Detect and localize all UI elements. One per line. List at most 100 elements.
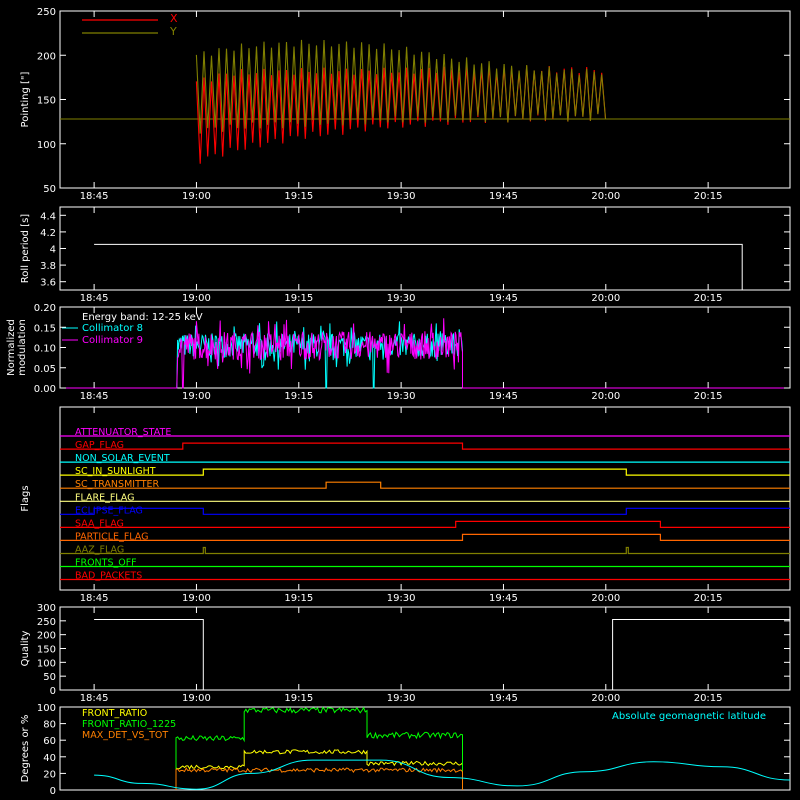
flag-label-gap-flag: GAP_FLAG (75, 440, 124, 451)
panel-frame-5 (59, 706, 791, 791)
x-tick-label-3-4: 19:45 (489, 593, 518, 604)
ratio-trace-2 (175, 767, 463, 790)
panel-frame-1 (59, 206, 791, 291)
y-tick-label-5-4: 80 (43, 720, 56, 731)
x-tick-label-0-4: 19:45 (489, 191, 518, 202)
y-tick-label-0-0: 50 (43, 184, 56, 195)
y-tick-label-0-1: 100 (37, 140, 56, 151)
x-tick-label-2-5: 20:00 (591, 391, 620, 402)
x-tick-label-0-1: 19:00 (182, 191, 211, 202)
geomagnetic-latitude-annotation: Absolute geomagnetic latitude (612, 711, 766, 722)
x-tick-label-3-3: 19:30 (387, 593, 416, 604)
y-tick-label-5-2: 40 (43, 753, 56, 764)
x-tick-label-0-6: 20:15 (694, 191, 723, 202)
y-axis-label-line: Flags (20, 485, 31, 511)
y-axis-label-line: Pointing ["] (20, 71, 31, 127)
x-tick-label-0-0: 18:45 (80, 191, 109, 202)
y-tick-label-4-5: 250 (37, 617, 56, 628)
quality-trace (94, 619, 790, 691)
y-tick-label-1-1: 3.8 (40, 261, 56, 272)
y-tick-label-1-4: 4.4 (40, 211, 56, 222)
flag-trace-sc-transmitter (60, 481, 790, 489)
x-tick-label-3-5: 20:00 (591, 593, 620, 604)
flag-label-aaz-flag: AAZ_FLAG (75, 544, 124, 555)
y-axis-label-line: Quality (20, 631, 31, 667)
energy-band-annotation: Energy band: 12-25 keV (82, 312, 203, 323)
flag-label-attenuator-state: ATTENUATOR_STATE (75, 427, 171, 438)
x-tick-label-4-2: 19:15 (284, 693, 313, 704)
x-tick-label-1-6: 20:15 (694, 293, 723, 304)
flag-label-fronts-off: FRONTS_OFF (75, 558, 137, 569)
ratio-legend-label-0: FRONT_RATIO (82, 708, 147, 719)
x-tick-label-2-2: 19:15 (284, 391, 313, 402)
flag-trace-aaz-flag (60, 546, 790, 555)
x-tick-label-3-0: 18:45 (80, 593, 109, 604)
modulation-legend-label-1: Collimator 9 (82, 335, 143, 346)
x-tick-label-1-2: 19:15 (284, 293, 313, 304)
flag-label-sc-in-sunlight: SC_IN_SUNLIGHT (75, 466, 156, 477)
flag-label-flare-flag: FLARE_FLAG (75, 492, 135, 503)
flag-trace-eclipse-flag (60, 507, 790, 515)
ratio-legend-label-2: MAX_DET_VS_TOT (82, 730, 168, 741)
y-tick-label-4-3: 150 (37, 645, 56, 656)
x-tick-label-2-3: 19:30 (387, 391, 416, 402)
x-tick-label-0-2: 19:15 (284, 191, 313, 202)
roll-period-trace (94, 243, 743, 290)
y-tick-label-5-1: 20 (43, 769, 56, 780)
y-tick-label-5-0: 0 (50, 786, 56, 797)
x-tick-label-4-5: 20:00 (591, 693, 620, 704)
y-axis-label-4: Quality (20, 631, 31, 667)
ratio-trace-1 (175, 706, 463, 790)
y-tick-label-4-0: 0 (50, 686, 56, 697)
x-tick-label-0-5: 20:00 (591, 191, 620, 202)
x-tick-label-1-0: 18:45 (80, 293, 109, 304)
y-tick-label-2-4: 0.20 (34, 303, 56, 314)
x-tick-label-2-1: 19:00 (182, 391, 211, 402)
flag-trace-saa-flag (60, 520, 790, 528)
x-tick-label-3-6: 20:15 (694, 593, 723, 604)
y-axis-label-line: modulation (17, 319, 28, 376)
y-tick-label-1-2: 4 (50, 245, 56, 256)
flag-label-sc-transmitter: SC_TRANSMITTER (75, 479, 160, 490)
flag-trace-particle-flag (60, 533, 790, 541)
x-tick-label-1-5: 20:00 (591, 293, 620, 304)
y-tick-label-1-0: 3.6 (40, 278, 56, 289)
y-tick-label-2-2: 0.10 (34, 344, 56, 355)
y-tick-label-5-3: 60 (43, 736, 56, 747)
y-axis-label-5: Degrees or % (20, 715, 31, 783)
y-tick-label-4-1: 50 (43, 672, 56, 683)
x-tick-label-2-0: 18:45 (80, 391, 109, 402)
y-tick-label-0-2: 150 (37, 96, 56, 107)
y-axis-label-2: Normalizedmodulation (6, 319, 28, 376)
flag-trace-gap-flag (60, 442, 790, 450)
y-axis-label-line: Roll period [s] (20, 214, 31, 283)
x-tick-label-4-1: 19:00 (182, 693, 211, 704)
flag-label-particle-flag: PARTICLE_FLAG (75, 531, 148, 542)
y-tick-label-4-6: 300 (37, 603, 56, 614)
flag-label-saa-flag: SAA_FLAG (75, 518, 124, 529)
legend-label-y: Y (169, 25, 177, 38)
x-tick-label-1-1: 19:00 (182, 293, 211, 304)
y-tick-label-4-4: 200 (37, 631, 56, 642)
y-tick-label-0-3: 200 (37, 51, 56, 62)
legend-label-x: X (170, 12, 178, 25)
y-axis-label-3: Flags (20, 485, 31, 511)
x-tick-label-3-2: 19:15 (284, 593, 313, 604)
y-tick-label-2-1: 0.05 (34, 364, 56, 375)
y-axis-label-line: Normalized (6, 319, 17, 376)
series-y-pointing (195, 39, 607, 134)
x-tick-label-3-1: 19:00 (182, 593, 211, 604)
modulation-trace-1 (60, 318, 790, 389)
y-axis-label-1: Roll period [s] (20, 214, 31, 283)
geomagnetic-latitude-trace (94, 759, 791, 790)
x-tick-label-4-6: 20:15 (694, 693, 723, 704)
flag-label-bad-packets: BAD_PACKETS (75, 571, 142, 582)
flag-label-eclipse-flag: ECLIPSE_FLAG (75, 505, 143, 516)
x-tick-label-4-4: 19:45 (489, 693, 518, 704)
pointing-trace-y (195, 39, 607, 134)
flag-label-non-solar-event: NON_SOLAR_EVENT (75, 453, 170, 464)
y-tick-label-4-2: 100 (37, 658, 56, 669)
panel-frame-3 (59, 406, 791, 591)
y-tick-label-1-3: 4.2 (40, 228, 56, 239)
